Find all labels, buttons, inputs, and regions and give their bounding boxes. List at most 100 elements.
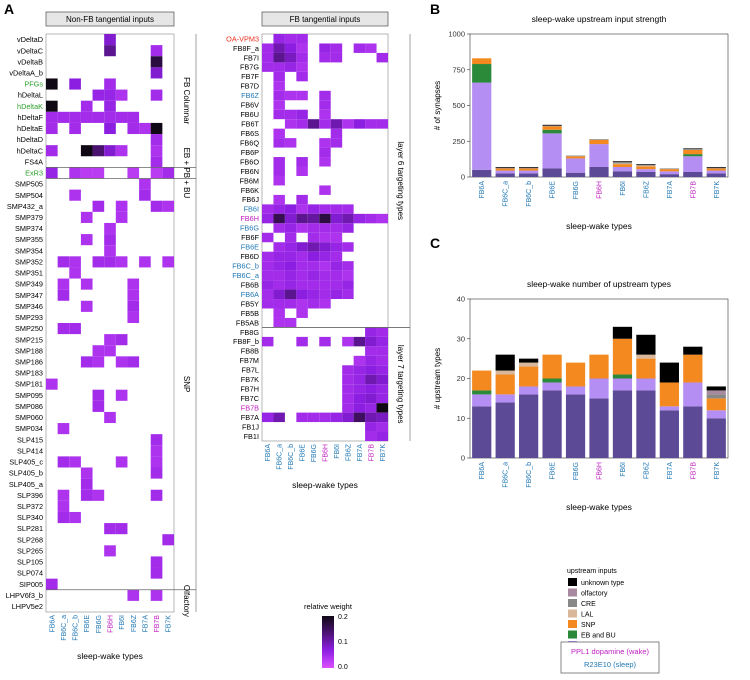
legend-item-label: LAL [581, 612, 594, 619]
heatmap-cell [319, 204, 331, 214]
heatmap-cell [104, 345, 116, 357]
heatmap-cell [319, 147, 331, 158]
x-axis-label: sleep-wake types [566, 221, 632, 231]
bar-segment [636, 171, 656, 177]
heatmap-cell [353, 384, 366, 394]
bar-segment [636, 166, 656, 170]
bar-segment [636, 354, 656, 359]
heatmap-row-label: FB6S [241, 129, 259, 138]
group-label: EB + PB + BU [182, 148, 191, 199]
heatmap-cell [115, 145, 128, 157]
heatmap-cell [330, 251, 343, 262]
heatmap-cell [273, 43, 285, 53]
bar-segment [542, 382, 562, 391]
x-tick-label: FB6C_a [503, 181, 510, 207]
heatmap-cell [262, 251, 274, 262]
key-frame [560, 641, 660, 674]
heatmap-row-label: PFGs [24, 80, 43, 89]
heatmap-cell [342, 204, 354, 214]
heatmap-cell [284, 52, 297, 63]
heatmap-cell [57, 111, 70, 123]
legend-colorbar [322, 616, 334, 668]
heatmap-cell [46, 167, 58, 179]
heatmap-row-label: hDeltaC [17, 146, 43, 155]
chart-title: sleep-wake number of upstream types [527, 279, 671, 289]
heatmap-cell [365, 327, 377, 337]
heatmap-cell [319, 299, 331, 309]
heatmap-cell [353, 119, 366, 129]
heatmap-row-label: SMP034 [15, 424, 43, 433]
legend-tick: 0.0 [338, 664, 348, 671]
bar-segment [565, 386, 586, 395]
bar-segment [683, 149, 703, 150]
heatmap-cell [57, 511, 70, 524]
heatmap-row-label: SLP281 [17, 524, 43, 533]
heatmap-row-label: vDeltaB [17, 57, 43, 66]
heatmap-row-label: SMP347 [15, 291, 43, 300]
bar-segment [495, 370, 515, 375]
heatmap-row-label: FB7K [241, 375, 259, 384]
legend-swatch [568, 630, 577, 639]
heatmap-row-label: FB6T [241, 120, 259, 129]
bar-segment [636, 169, 656, 172]
heatmap-cell [307, 289, 320, 300]
heatmap-cell [296, 299, 308, 309]
bar-segment [519, 170, 539, 174]
heatmap-row-label: SMP352 [15, 257, 43, 266]
heatmap-cell [319, 109, 331, 120]
heatmap-cell [150, 89, 163, 101]
heatmap-cell [353, 213, 366, 224]
heatmap-cell [376, 119, 388, 129]
heatmap-cell [307, 251, 320, 262]
heatmap-cell [319, 52, 331, 63]
heatmap-cell [92, 200, 105, 212]
y-tick-label: 0 [461, 173, 465, 182]
heatmap-cell [104, 234, 116, 246]
heatmap-row-label: FB6F [241, 233, 259, 242]
group-label: layer 7 targeting types [396, 345, 405, 424]
heatmap-cell [69, 111, 81, 123]
heatmap-cell [150, 56, 163, 68]
bar-segment [589, 378, 609, 399]
x-tick-label: FB6Z [643, 180, 650, 198]
heatmap-cell [330, 412, 343, 423]
heatmap-cell [284, 138, 297, 148]
heatmap-cell [330, 242, 343, 252]
heatmap-cell [162, 167, 174, 179]
x-axis-label: sleep-wake types [566, 502, 632, 512]
heatmap-row-label: FB1I [244, 432, 259, 441]
heatmap-cell [330, 280, 343, 290]
heatmap-cell [330, 289, 343, 300]
bar-segment [683, 171, 703, 177]
bar-segment [519, 168, 539, 171]
heatmap-cell [342, 213, 354, 224]
heatmap-cell [150, 567, 163, 579]
bar-segment [612, 161, 633, 162]
heatmap-col-label: FB6G [311, 444, 318, 462]
heatmap-row-label: SLP372 [17, 502, 43, 511]
bar-segment [495, 170, 515, 174]
bar-segment [519, 173, 539, 177]
heatmap-cell [273, 52, 285, 63]
heatmap-col-label: FB6C_a [61, 615, 68, 641]
heatmap-cell [319, 280, 331, 290]
heatmap-cell [365, 384, 377, 394]
heatmap-cell [262, 336, 274, 347]
legend-item-label: olfactory [581, 591, 608, 598]
heatmap-cell [273, 71, 285, 82]
bar-segment [589, 139, 609, 140]
heatmap-col-label: FB6E [84, 615, 91, 633]
legend-swatch [568, 620, 577, 628]
heatmap-cell [319, 185, 331, 195]
heatmap-cell [273, 308, 285, 318]
heatmap-cell [115, 256, 128, 268]
heatmap-cell [342, 384, 354, 394]
heatmap-cell [342, 280, 354, 290]
bar-segment [472, 406, 492, 458]
heatmap-col-label: FB6E [300, 444, 307, 462]
y-axis-label: # of synapses [433, 81, 442, 130]
heatmap-row-label: SMP349 [15, 280, 43, 289]
heatmap-cell [46, 122, 58, 135]
heatmap-cell [127, 122, 140, 135]
heatmap-cell [115, 200, 128, 212]
